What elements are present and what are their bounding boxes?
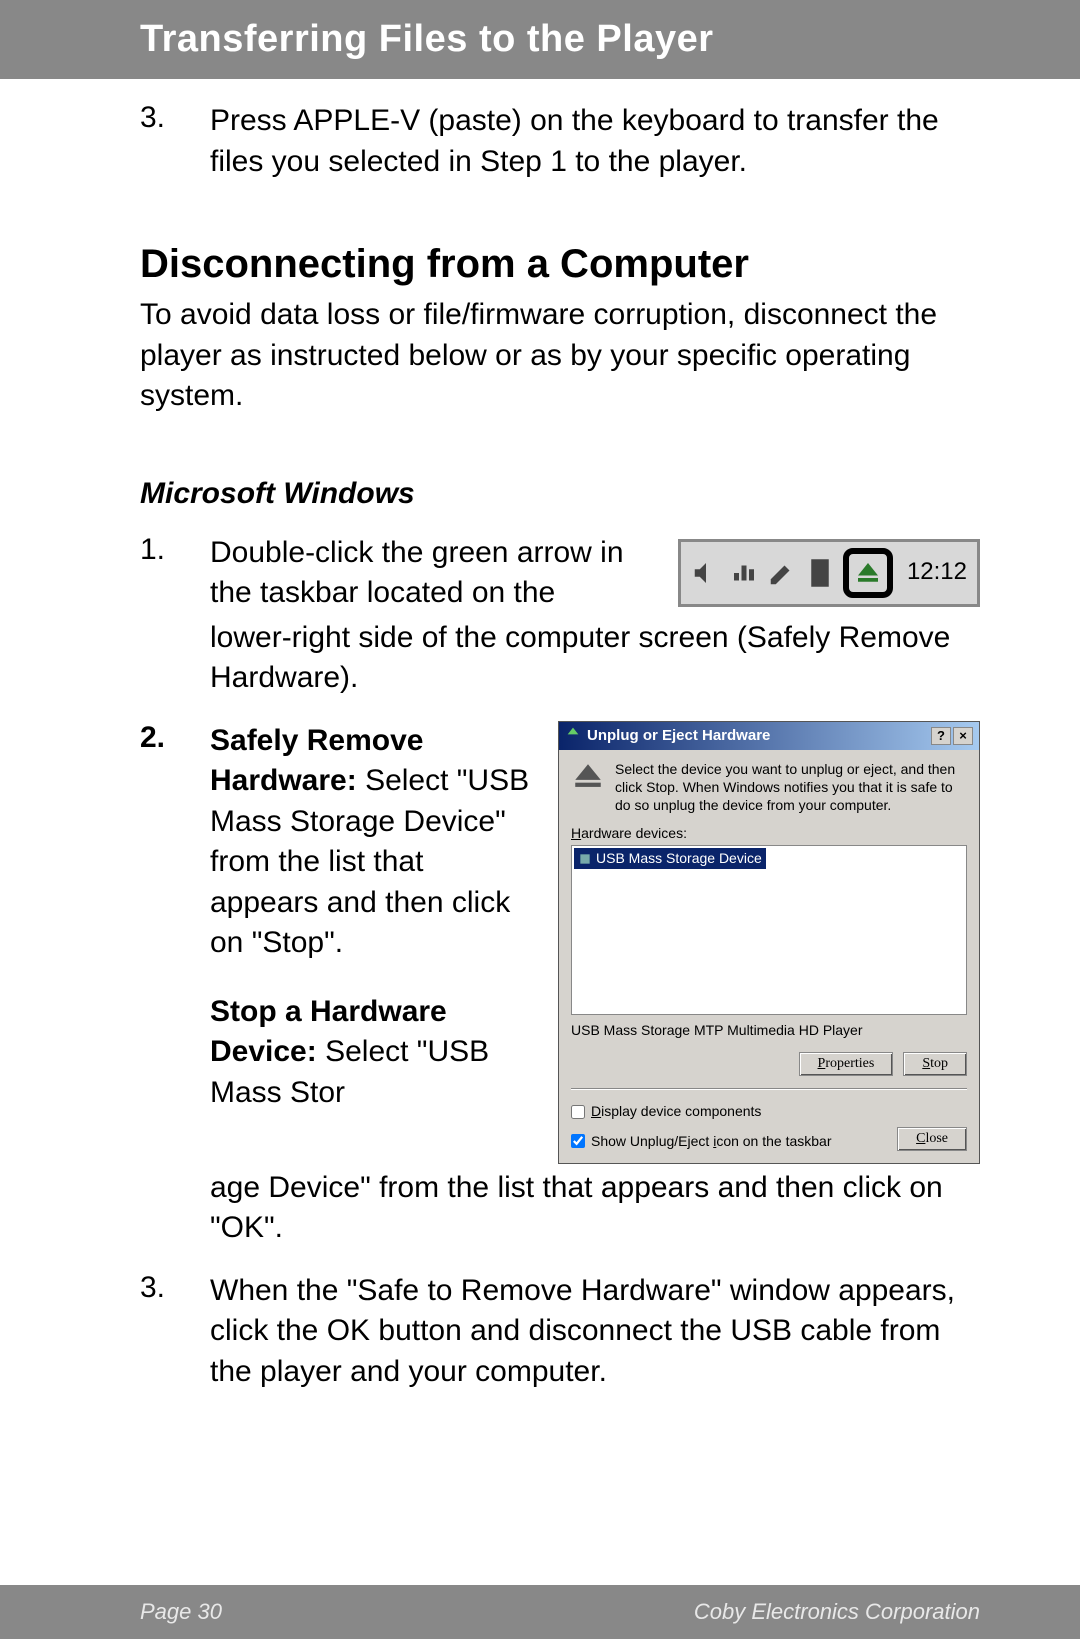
eject-icon[interactable] [853, 558, 883, 588]
footer-corp: Coby Electronics Corporation [694, 1599, 980, 1625]
hardware-devices-label: HHardware devices:ardware devices: [571, 824, 967, 843]
header-band: Transferring Files to the Player [0, 0, 1080, 79]
footer: Page 30 Coby Electronics Corporation [0, 1585, 1080, 1639]
list-num: 3. [140, 101, 210, 182]
properties-button[interactable]: PPropertiesroperties [799, 1052, 894, 1076]
section-subheading: Microsoft Windows [140, 477, 980, 511]
eject-icon [565, 725, 581, 747]
list-body: When the "Safe to Remove Hardware" windo… [210, 1271, 980, 1393]
step2-text2b: age Device" from the list that appears a… [210, 1168, 980, 1249]
hardware-list[interactable]: USB Mass Storage Device [571, 845, 967, 1015]
eject-large-icon [571, 760, 605, 800]
page: Transferring Files to the Player 3. Pres… [0, 0, 1080, 1639]
content: 3. Press APPLE-V (paste) on the keyboard… [0, 101, 1080, 1392]
close-button[interactable]: CCloselose [897, 1127, 967, 1151]
win-step2: 2. Safely Remove Hardware: Select "USB M… [140, 721, 980, 1249]
list-item-3-top: 3. Press APPLE-V (paste) on the keyboard… [140, 101, 980, 182]
show-icon-checkbox[interactable]: Show Unplug/Eject icon on the taskbarSho… [571, 1132, 832, 1151]
device-icon [805, 558, 835, 588]
help-button[interactable]: ? [931, 727, 951, 745]
list-item-label: USB Mass Storage Device [596, 849, 762, 868]
step1-text-a: Double-click the green arrow in the task… [210, 533, 658, 614]
list-num: 3. [140, 1271, 210, 1393]
display-components-checkbox[interactable]: Display device componentsDisplay device … [571, 1102, 967, 1121]
list-body: Press APPLE-V (paste) on the keyboard to… [210, 101, 980, 182]
checkbox[interactable] [571, 1134, 585, 1148]
network-icon [729, 558, 759, 588]
list-num: 1. [140, 533, 210, 699]
list-body: Safely Remove Hardware: Select "USB Mass… [210, 721, 980, 1249]
win-step3: 3. When the "Safe to Remove Hardware" wi… [140, 1271, 980, 1393]
dialog-title: Unplug or Eject Hardware [587, 726, 770, 746]
checkbox[interactable] [571, 1105, 585, 1119]
eject-icon-highlight [843, 548, 893, 598]
header-title: Transferring Files to the Player [140, 18, 714, 60]
systray-screenshot: 12:12 [678, 539, 980, 607]
step1-text-b: lower-right side of the computer screen … [210, 618, 980, 699]
section-intro: To avoid data loss or file/firmware corr… [140, 295, 980, 417]
win-step1: 1. Double-click the green arrow in the t… [140, 533, 980, 699]
page-number: Page 30 [140, 1599, 222, 1625]
dialog-desc: Select the device you want to unplug or … [615, 760, 967, 815]
volume-icon [691, 558, 721, 588]
unplug-dialog: Unplug or Eject Hardware ? × Select the … [558, 721, 980, 1164]
list-num: 2. [140, 721, 210, 1249]
divider [571, 1088, 967, 1090]
tray-time: 12:12 [907, 556, 967, 588]
pen-icon [767, 558, 797, 588]
list-item-usb[interactable]: USB Mass Storage Device [574, 848, 766, 869]
section-heading: Disconnecting from a Computer [140, 242, 980, 287]
list-body: Double-click the green arrow in the task… [210, 533, 980, 699]
stop-button[interactable]: SStoptop [903, 1052, 967, 1076]
close-icon[interactable]: × [953, 727, 973, 745]
dialog-titlebar: Unplug or Eject Hardware ? × [559, 722, 979, 750]
dialog-status: USB Mass Storage MTP Multimedia HD Playe… [571, 1021, 967, 1040]
